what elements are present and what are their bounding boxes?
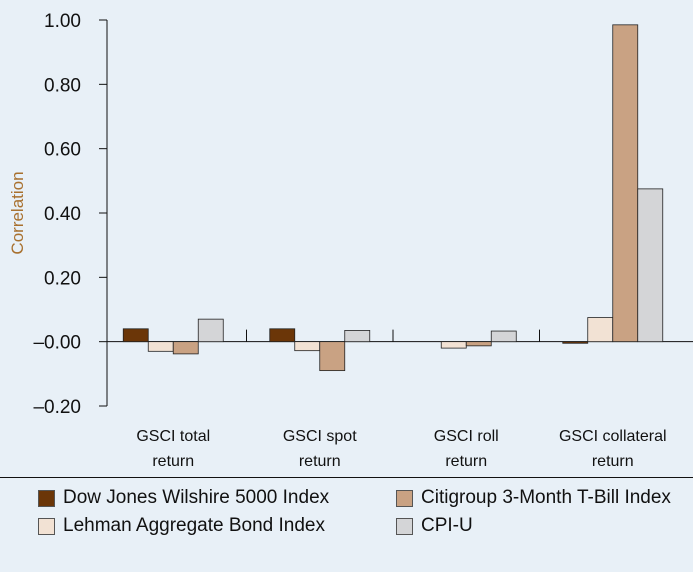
bar	[344, 330, 371, 343]
bar-chart: 1.00 0.80 0.60 0.40 0.20 –0.00 –0.20 Correlatio…	[8, 11, 693, 470]
bar	[294, 341, 321, 352]
y-tick-label: –0.00	[33, 333, 81, 354]
x-tick-label: GSCI roll	[434, 428, 499, 445]
legend-label-tbill: Citigroup 3-Month T-Bill Index	[421, 487, 671, 508]
y-tick-label: 0.60	[44, 140, 81, 161]
legend-swatch-cpiu	[396, 517, 413, 535]
x-tick-label: GSCI collateral	[559, 428, 667, 445]
bar	[465, 341, 492, 347]
legend-swatch-lehman	[38, 517, 55, 535]
bar	[269, 328, 296, 343]
x-tick-label: return	[299, 453, 341, 470]
x-tick-label: return	[152, 453, 194, 470]
legend-swatch-tbill	[396, 489, 413, 507]
y-tick-label: 0.80	[44, 75, 81, 96]
bar	[562, 341, 589, 344]
y-tick-label: 0.20	[44, 268, 81, 289]
y-tick-label: –0.20	[33, 397, 81, 418]
bar	[122, 328, 149, 343]
y-axis-title: Correlation	[8, 171, 27, 254]
legend-item-lehman: Lehman Aggregate Bond Index	[38, 515, 325, 537]
bar	[440, 341, 467, 349]
y-tick-label: 1.00	[44, 11, 81, 32]
bar	[147, 341, 174, 352]
bar	[319, 341, 346, 372]
x-tick-label: return	[445, 453, 487, 470]
legend-label-cpiu: CPI-U	[421, 515, 473, 536]
legend-item-wilshire: Dow Jones Wilshire 5000 Index	[38, 487, 329, 509]
legend-item-tbill: Citigroup 3-Month T-Bill Index	[396, 487, 671, 509]
x-tick-label: GSCI spot	[283, 428, 357, 445]
bar	[197, 318, 224, 343]
legend-label-wilshire: Dow Jones Wilshire 5000 Index	[63, 487, 330, 508]
x-tick-label: GSCI total	[136, 428, 210, 445]
legend-label-lehman: Lehman Aggregate Bond Index	[63, 515, 325, 536]
bar	[172, 341, 199, 355]
bar	[490, 330, 517, 343]
bar	[587, 317, 614, 343]
y-tick-label: 0.40	[44, 204, 81, 225]
bar	[637, 188, 664, 343]
bar	[612, 24, 639, 343]
legend: Dow Jones Wilshire 5000 Index Citigroup …	[0, 477, 693, 572]
legend-swatch-wilshire	[38, 489, 55, 507]
x-tick-label: return	[592, 453, 634, 470]
legend-item-cpiu: CPI-U	[396, 515, 473, 537]
